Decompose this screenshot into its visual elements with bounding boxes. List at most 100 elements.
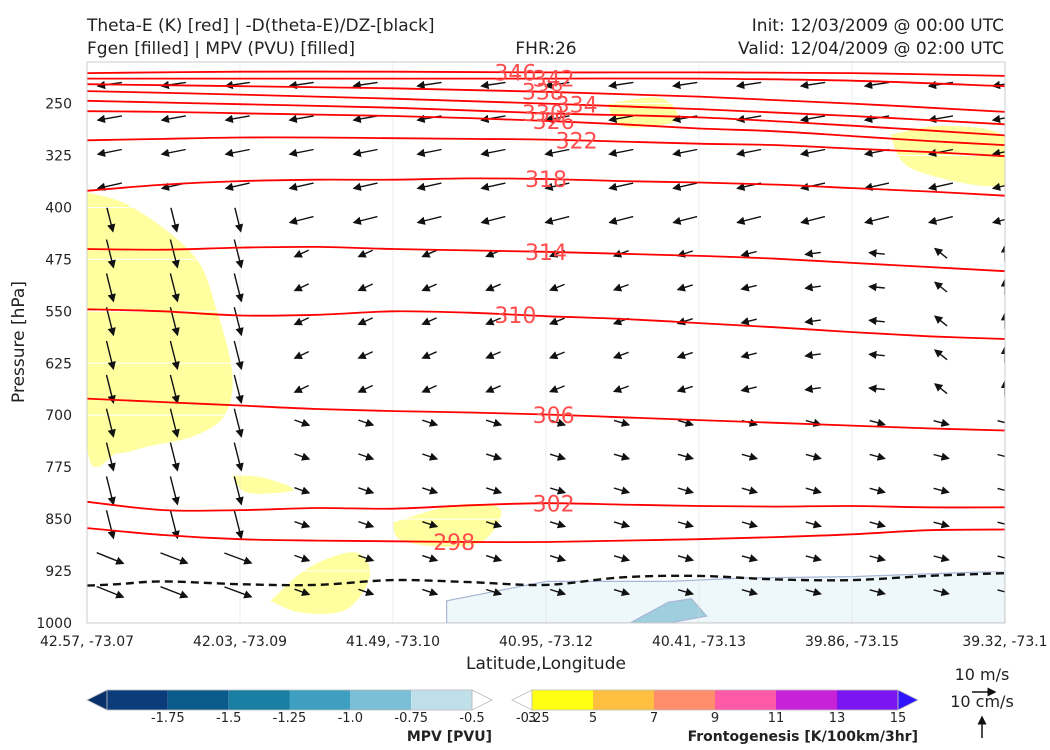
title-init: Init: 12/03/2009 @ 00:00 UTC [752, 16, 1004, 36]
colorbar-outline [106, 689, 473, 711]
wind-arrow [677, 418, 695, 427]
y-tick-label: 475 [45, 252, 72, 268]
wind-arrow [672, 148, 698, 157]
fgen-region [270, 552, 371, 614]
x-tick-label: 39.32, -73.1 [962, 634, 1047, 650]
plot-frame [86, 61, 1006, 624]
theta-e-314-contour [87, 245, 1005, 273]
wind-arrow [677, 520, 695, 529]
wind-arrow [358, 418, 375, 427]
wind-arrow [991, 148, 1005, 157]
wind-arrow [421, 384, 437, 393]
wind-arrow [422, 554, 439, 563]
wind-arrow [294, 418, 311, 427]
wind-arrow [224, 586, 253, 599]
wind-arrow [416, 80, 442, 90]
y-tick-label: 775 [45, 460, 72, 476]
wind-arrow [677, 554, 695, 563]
title-left-line1: Theta-E (K) [red] | -D(theta-E)/DZ-[blac… [86, 16, 435, 36]
theta-e-label-338: 338 [522, 81, 564, 106]
wind-key-horizontal-label: 10 m/s [955, 665, 1010, 684]
wind-arrow [294, 554, 311, 563]
wind-arrow [676, 351, 693, 360]
theta-e-label-330: 330 [522, 102, 564, 127]
wind-arrow [224, 552, 253, 565]
wind-arrow [863, 80, 890, 90]
colorbar-swatch [715, 690, 776, 710]
wind-arrow [233, 239, 244, 269]
theta-e-318-contour [87, 177, 1005, 197]
wind-arrow [233, 340, 244, 371]
wind-arrow [480, 80, 506, 90]
x-tick-label: 41.49, -73.10 [346, 634, 440, 650]
wind-arrow [293, 350, 310, 359]
wind-arrow [170, 207, 180, 233]
fgen-colorbar-title: Frontogenesis [K/100km/3hr] [688, 729, 918, 745]
wind-arrow [352, 114, 378, 124]
wind-arrow [804, 283, 821, 292]
wind-arrow [288, 215, 314, 225]
wind-arrow [799, 114, 826, 124]
wind-arrow [548, 283, 565, 292]
fgen-region [87, 192, 233, 468]
wind-arrow [613, 588, 631, 597]
wind-arrow [676, 384, 693, 393]
wind-vectors [96, 80, 1005, 599]
wind-arrow [740, 283, 757, 292]
wind-arrow [672, 215, 698, 225]
theta-e-306-contour [87, 397, 1005, 432]
wind-arrow [421, 283, 437, 292]
wind-arrow [805, 520, 822, 529]
wind-arrow [933, 418, 950, 427]
wind-arrow [805, 452, 822, 461]
wind-arrow [358, 452, 375, 461]
wind-arrow [804, 317, 821, 326]
wind-arrow [485, 588, 503, 597]
fgen-region [232, 475, 294, 494]
wind-arrow [997, 520, 1005, 529]
wind-arrow [799, 148, 826, 157]
wind-arrow [480, 148, 506, 157]
wind-arrow [804, 384, 821, 394]
colorbar-swatch [228, 690, 290, 710]
mpv-colorbar: -1.75 -1.5 -1.25 -1.0 -0.75 -0.5 -0.25 [86, 689, 550, 726]
wind-arrow [160, 114, 186, 124]
x-tick-label: 42.03, -73.09 [193, 634, 287, 650]
wind-arrow [933, 486, 950, 495]
wind-arrow [804, 249, 821, 258]
wind-arrow [613, 452, 631, 461]
wind-arrow [608, 182, 634, 191]
theta-e-label-298: 298 [433, 531, 475, 556]
theta-e-338-contour [87, 83, 1005, 113]
colorbar-swatch [776, 690, 837, 710]
theta-e-346-contour [87, 70, 1005, 77]
wind-arrow [799, 80, 826, 90]
fgen-region [607, 97, 679, 128]
wind-arrow [288, 148, 314, 157]
wind-arrow [485, 554, 503, 563]
wind-arrow [169, 408, 180, 438]
wind-arrow [485, 385, 501, 393]
wind-arrow [933, 452, 950, 461]
wind-arrow [740, 384, 757, 393]
wind-arrow [676, 283, 693, 292]
wind-arrow [608, 80, 634, 90]
fgen-colorbar-label: 7 [650, 711, 658, 726]
theta-e-label-306: 306 [533, 404, 575, 429]
wind-arrow [352, 148, 378, 157]
fgen-colorbar-label: 9 [711, 711, 719, 726]
wind-arrow [927, 215, 953, 225]
wind-arrow [805, 587, 822, 597]
wind-arrow [997, 418, 1005, 427]
wind-arrow [549, 418, 567, 427]
wind-arrow [421, 249, 437, 258]
wind-arrow [485, 520, 503, 529]
wind-arrow [105, 239, 116, 269]
wind-arrow [105, 476, 116, 506]
theta-e-330-contour [87, 99, 1005, 137]
wind-arrow [544, 114, 570, 124]
x-tick-label: 40.41, -73.13 [652, 634, 746, 650]
wind-arrow [612, 385, 629, 393]
wind-arrow [549, 452, 567, 461]
